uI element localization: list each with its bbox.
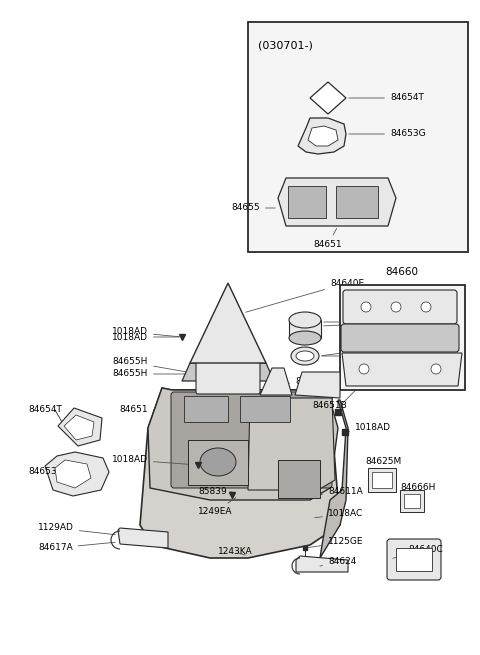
Text: 84655H: 84655H	[113, 358, 195, 373]
Text: 1018AD: 1018AD	[112, 328, 179, 337]
Bar	[188, 440, 248, 485]
Ellipse shape	[289, 312, 321, 328]
Polygon shape	[64, 415, 94, 440]
FancyBboxPatch shape	[343, 290, 457, 324]
Polygon shape	[308, 126, 338, 146]
Polygon shape	[278, 178, 396, 226]
FancyBboxPatch shape	[171, 392, 332, 488]
Text: 84653G: 84653G	[28, 468, 64, 476]
Circle shape	[359, 364, 369, 374]
Text: 84643: 84643	[275, 377, 324, 386]
Text: 84640C: 84640C	[393, 546, 443, 558]
Text: 84625M: 84625M	[365, 457, 401, 478]
Polygon shape	[182, 363, 274, 381]
Bar	[248, 22, 468, 252]
Text: 84640E: 84640E	[246, 278, 364, 312]
Text: 84666H: 84666H	[400, 483, 435, 499]
Text: 84651B: 84651B	[312, 383, 347, 411]
Polygon shape	[118, 528, 168, 548]
Text: 84651: 84651	[120, 405, 177, 415]
Text: 84655H: 84655H	[113, 369, 195, 379]
Text: 1125GE: 1125GE	[308, 538, 363, 548]
Polygon shape	[55, 460, 91, 488]
Polygon shape	[295, 372, 340, 398]
FancyBboxPatch shape	[341, 324, 459, 352]
Polygon shape	[140, 388, 340, 558]
Text: 86593A: 86593A	[340, 373, 385, 406]
Ellipse shape	[296, 351, 314, 361]
Text: 1129AD: 1129AD	[38, 523, 115, 534]
Text: 84651: 84651	[314, 229, 342, 249]
Text: 84624: 84624	[320, 557, 356, 567]
Text: (030701-): (030701-)	[258, 40, 313, 50]
Text: 1249EA: 1249EA	[198, 498, 236, 517]
Bar	[340, 285, 465, 390]
Text: 84654T: 84654T	[28, 405, 62, 415]
Text: 84626A: 84626A	[322, 345, 383, 356]
Text: 84653G: 84653G	[349, 130, 426, 138]
Polygon shape	[298, 118, 346, 154]
Text: 1018AD: 1018AD	[112, 333, 179, 341]
Text: 84620I: 84620I	[324, 320, 379, 329]
Text: 84654T: 84654T	[349, 94, 424, 102]
Bar	[368, 468, 396, 492]
Polygon shape	[260, 368, 292, 395]
Circle shape	[421, 302, 431, 312]
Text: 84617A: 84617A	[38, 542, 115, 553]
Polygon shape	[172, 390, 324, 428]
Bar	[336, 186, 378, 218]
FancyBboxPatch shape	[196, 354, 260, 394]
Bar	[288, 186, 326, 218]
Circle shape	[431, 364, 441, 374]
Text: 84655: 84655	[231, 204, 275, 212]
FancyBboxPatch shape	[387, 539, 441, 580]
Bar	[396, 548, 432, 571]
Bar	[278, 460, 320, 498]
Bar	[400, 490, 424, 512]
Bar	[240, 396, 290, 422]
Text: 85839: 85839	[198, 487, 232, 496]
Text: 1243KA: 1243KA	[218, 548, 252, 557]
Polygon shape	[45, 452, 109, 496]
Text: 84626A: 84626A	[322, 352, 383, 360]
Bar	[289, 320, 321, 338]
Text: 84611A: 84611A	[321, 487, 363, 496]
Text: 84660: 84660	[385, 267, 419, 277]
Ellipse shape	[291, 347, 319, 365]
Polygon shape	[58, 408, 102, 446]
Bar	[372, 472, 392, 488]
Polygon shape	[190, 283, 266, 363]
Ellipse shape	[289, 331, 321, 345]
Text: 1018AD: 1018AD	[112, 455, 195, 465]
Bar	[184, 396, 228, 422]
Polygon shape	[342, 353, 462, 386]
Text: 84620I: 84620I	[324, 318, 379, 326]
Ellipse shape	[200, 448, 236, 476]
Polygon shape	[296, 556, 348, 572]
Circle shape	[391, 302, 401, 312]
Polygon shape	[248, 398, 335, 490]
Polygon shape	[310, 82, 346, 114]
Polygon shape	[148, 388, 338, 500]
Text: 1018AC: 1018AC	[315, 510, 363, 519]
Text: 1018AD: 1018AD	[348, 424, 391, 432]
Circle shape	[361, 302, 371, 312]
Bar	[404, 494, 420, 508]
Polygon shape	[320, 400, 348, 558]
